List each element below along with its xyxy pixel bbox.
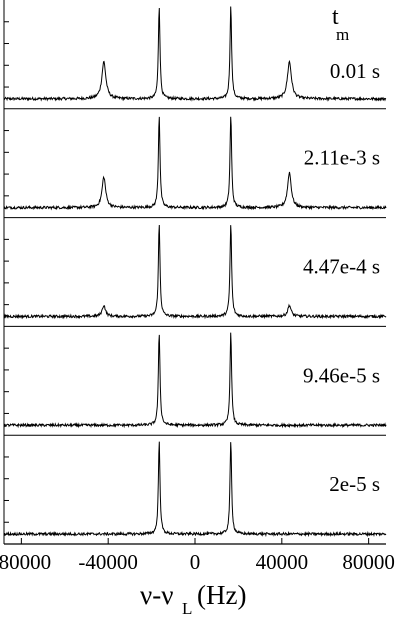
x-tick-label: -40000 xyxy=(78,550,138,574)
legend-title-group: t m xyxy=(332,4,349,44)
spectrum-line xyxy=(3,332,387,429)
x-tick-label: 0 xyxy=(190,550,201,574)
x-axis-title-subscript: L xyxy=(182,599,192,618)
spectrum-line xyxy=(3,116,387,211)
panel-label: 2.11e-3 s xyxy=(304,146,380,170)
x-axis: -80000 -40000 0 40000 80000 xyxy=(0,0,395,574)
legend-title-subscript: m xyxy=(336,25,349,44)
panel-label: 4.47e-4 s xyxy=(303,254,380,278)
x-tick-label: -80000 xyxy=(0,550,51,574)
spectrum-panels: 0.01 s 2.11e-3 s 4.47e-4 s 9.46e-5 s 2e-5 s xyxy=(3,6,387,538)
panel-5: 2e-5 s xyxy=(3,441,387,538)
x-axis-title: ν-ν xyxy=(140,580,173,610)
panel-label: 9.46e-5 s xyxy=(303,363,380,387)
panel-label: 2e-5 s xyxy=(329,472,380,496)
x-tick-label: 40000 xyxy=(256,550,309,574)
x-axis-title-unit: (Hz) xyxy=(197,580,246,610)
panel-3: 4.47e-4 s xyxy=(3,224,387,327)
legend-title: t xyxy=(332,4,339,30)
spectrum-line xyxy=(3,6,387,102)
x-tick-label: 80000 xyxy=(342,550,395,574)
spectrum-line xyxy=(3,441,387,538)
panel-2: 2.11e-3 s xyxy=(3,116,387,219)
panel-4: 9.46e-5 s xyxy=(3,332,387,436)
spectrum-line xyxy=(3,224,387,320)
x-axis-title-group: ν-ν L (Hz) xyxy=(140,580,246,618)
panel-1: 0.01 s xyxy=(3,6,387,110)
panel-label: 0.01 s xyxy=(330,59,380,83)
